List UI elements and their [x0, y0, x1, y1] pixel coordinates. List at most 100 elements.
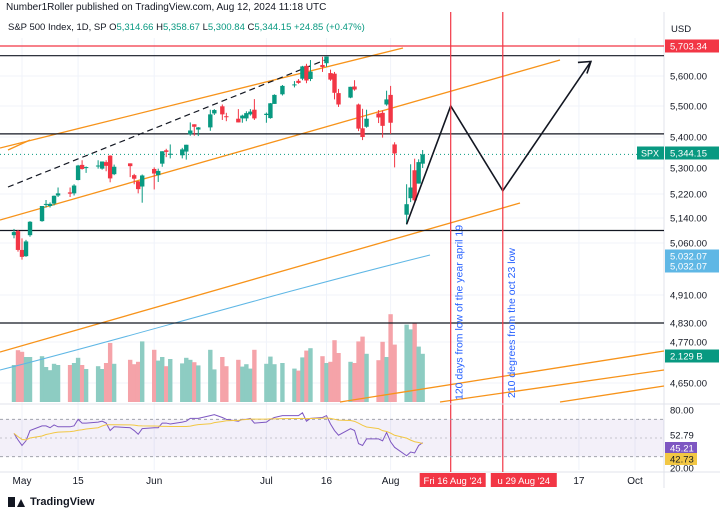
candle-body [248, 111, 253, 115]
candle-body [103, 162, 109, 166]
time-tick-label: May [13, 476, 32, 487]
candle-body [300, 66, 305, 79]
candle-body [184, 144, 189, 152]
volume-bar [51, 363, 57, 402]
volume-bar [127, 359, 133, 402]
volume-bar [23, 357, 29, 402]
grid-layer [0, 12, 720, 488]
date-marker-label: u 29 Aug '24 [498, 476, 551, 487]
volume-bar [240, 366, 245, 402]
volume-bar [384, 357, 389, 402]
price-badge [665, 349, 719, 363]
candle-body [135, 181, 141, 190]
candle-body [304, 65, 309, 81]
candle-body [220, 106, 225, 115]
candle-body [83, 167, 89, 169]
candle-body [272, 94, 277, 104]
volume-bar [356, 341, 361, 402]
volume-bar [404, 324, 409, 402]
candle-body [15, 231, 21, 250]
volume-bar [280, 363, 285, 402]
publisher-text: Number1Roller published on TradingView.c… [6, 2, 327, 13]
rsi-ma-badge [665, 453, 697, 465]
candle-body [43, 203, 49, 205]
candle-body [139, 175, 145, 187]
volume-bar [164, 366, 169, 402]
candle-body [79, 164, 85, 169]
candle-body [384, 99, 389, 105]
candle-body [280, 85, 285, 95]
candle-body [39, 206, 45, 222]
rsi-tick-label: 52.79 [670, 431, 694, 442]
volume-bar [416, 346, 421, 402]
time-tick-label: Jul [260, 476, 273, 487]
candle-body [23, 241, 29, 257]
volume-bar [192, 362, 197, 402]
projection-arrowhead [577, 60, 593, 74]
candle-body [160, 151, 165, 164]
candle-body [47, 203, 53, 206]
candle-body [240, 115, 245, 119]
candle-body [188, 130, 193, 135]
volume-bar [408, 329, 413, 402]
volume-bar [352, 363, 357, 402]
candle-body [412, 170, 417, 201]
candle-body [224, 116, 229, 118]
price-tick-label: 5,060.00 [670, 239, 707, 250]
volume-bar [11, 365, 17, 402]
time-axis: May 15 Jun Jul 16 Aug 17 Oct Fri 16 Aug '24 u 29 … [13, 473, 643, 487]
low-value: 5,300.84 [207, 22, 245, 33]
time-tick-label: Oct [627, 476, 643, 487]
candle-body [244, 113, 249, 119]
candle-body [292, 84, 297, 86]
candle-body [296, 80, 301, 83]
volume-bar [55, 365, 61, 402]
volume-bar [224, 366, 229, 402]
lower-channel-line-1 [339, 350, 665, 403]
time-tick-label: Aug [382, 476, 400, 487]
time-tick-label: 17 [573, 476, 585, 487]
volume-bar [324, 363, 329, 402]
price-tick-label: 4,830.00 [670, 319, 707, 330]
price-tick-label: 5,600.00 [670, 72, 707, 83]
candle-body [192, 124, 197, 127]
date-markers [450, 12, 504, 472]
change-value: +24.85 (+0.47%) [294, 22, 365, 33]
time-tick-label: Jun [146, 476, 162, 487]
volume-bar [71, 363, 77, 402]
candle-body [420, 154, 425, 164]
candle-body [99, 161, 105, 169]
projection-path [405, 60, 593, 225]
candle-body [208, 114, 213, 128]
dashed-trend-line [7, 59, 326, 188]
high-value: 5,358.67 [162, 22, 200, 33]
volume-bar [103, 363, 109, 402]
rsi-tick-label: 45.21 [670, 444, 694, 455]
candle-body [380, 112, 385, 126]
candle-body [196, 127, 201, 130]
volume-bar [360, 336, 365, 402]
price-tick-label: 5,220.00 [670, 190, 707, 201]
volume-bar [19, 351, 25, 402]
volume-bar [248, 368, 253, 402]
price-badge-label: 5,032.07 [670, 262, 707, 273]
candle-body [268, 103, 273, 119]
candlesticks [11, 56, 425, 260]
price-tick-label: 5,400.00 [670, 133, 707, 144]
close-value: 5,344.15 [254, 22, 292, 33]
volume-bar [79, 365, 85, 402]
candle-body [107, 155, 113, 179]
candle-body [27, 221, 33, 236]
volume-bar [131, 364, 137, 402]
volume-bar [83, 369, 89, 402]
long-trend-line [0, 202, 521, 353]
annotation-text: 210 degrees from the oct 23 low [506, 248, 518, 398]
volume-bar [252, 349, 257, 402]
candle-body [324, 56, 329, 64]
candle-body [67, 192, 73, 194]
spx-symbol-label: SPX [641, 149, 659, 159]
price-tick-label: 5,500.00 [670, 102, 707, 113]
volume-bar [348, 361, 353, 402]
volume-bar [268, 356, 273, 402]
volume-bar [296, 370, 301, 402]
